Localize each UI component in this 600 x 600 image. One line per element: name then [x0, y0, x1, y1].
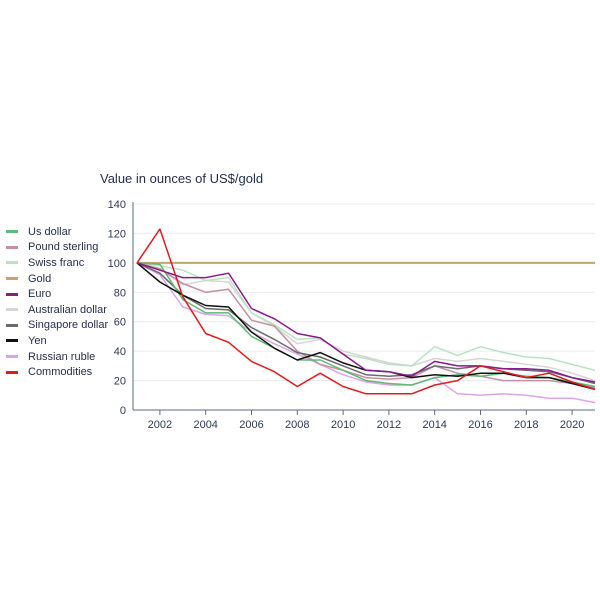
- chart-title: Value in ounces of US$/gold: [100, 171, 264, 186]
- legend-item: Australian dollar: [6, 302, 108, 318]
- legend-label: Yen: [28, 334, 47, 347]
- legend-swatch: [6, 339, 18, 343]
- legend-label: Commodities: [28, 366, 93, 379]
- y-tick-label: 40: [114, 346, 126, 358]
- legend-swatch: [6, 277, 18, 281]
- series-line-swiss-franc: [136, 262, 596, 372]
- y-tick-label: 100: [108, 258, 126, 270]
- y-tick-label: 0: [120, 405, 126, 417]
- legend-label: Us dollar: [28, 225, 72, 238]
- legend-item: Swiss franc: [6, 255, 108, 271]
- y-tick-label: 140: [108, 199, 126, 211]
- legend-label: Russian ruble: [28, 350, 96, 363]
- x-tick-label: 2010: [331, 419, 355, 431]
- legend-item: Russian ruble: [6, 349, 108, 365]
- legend-item: Euro: [6, 286, 108, 302]
- legend-swatch: [6, 323, 18, 327]
- series-line-singapore-dollar: [136, 262, 596, 385]
- legend-label: Pound sterling: [28, 241, 99, 254]
- legend-swatch: [6, 370, 18, 374]
- series-line-euro: [136, 262, 596, 383]
- y-tick-label: 80: [114, 287, 126, 299]
- x-tick-label: 2020: [560, 419, 584, 431]
- series-line-us-dollar: [136, 262, 596, 388]
- legend-label: Gold: [28, 272, 52, 285]
- x-axis: 2002 2004 2006 2008 2010 2012 2014 2016 2018 2020: [133, 409, 595, 431]
- legend-swatch: [6, 261, 18, 265]
- series-line-commodities: [136, 228, 596, 395]
- legend: Us dollar Pound sterling Swiss franc Gold Eu…: [6, 224, 108, 380]
- y-tick-label: 120: [108, 228, 126, 240]
- gridlines: [133, 203, 595, 382]
- legend-swatch: [6, 230, 18, 234]
- legend-label: Australian dollar: [28, 303, 107, 316]
- legend-item: Gold: [6, 271, 108, 287]
- legend-label: Swiss franc: [28, 256, 85, 269]
- legend-item: Yen: [6, 333, 108, 349]
- series-line-australian-dollar: [136, 262, 596, 382]
- legend-item: Commodities: [6, 364, 108, 380]
- legend-swatch: [6, 308, 18, 312]
- x-tick-label: 2006: [239, 419, 263, 431]
- y-tick-label: 20: [114, 376, 126, 388]
- y-axis: 0 20 40 60 80 100 120 140: [108, 199, 134, 417]
- series-lines: [136, 228, 596, 404]
- series-line-pound-sterling: [136, 262, 596, 389]
- legend-label: Singapore dollar: [28, 319, 109, 332]
- legend-item: Us dollar: [6, 224, 108, 240]
- x-tick-label: 2004: [193, 419, 217, 431]
- legend-swatch: [6, 245, 18, 249]
- x-tick-label: 2008: [285, 419, 309, 431]
- legend-swatch: [6, 292, 18, 296]
- y-tick-label: 60: [114, 317, 126, 329]
- legend-swatch: [6, 355, 18, 359]
- legend-label: Euro: [28, 288, 52, 301]
- legend-item: Pound sterling: [6, 240, 108, 256]
- x-tick-label: 2002: [148, 419, 172, 431]
- x-tick-label: 2016: [468, 419, 492, 431]
- x-tick-label: 2012: [377, 419, 401, 431]
- x-tick-label: 2018: [514, 419, 538, 431]
- x-tick-label: 2014: [422, 419, 446, 431]
- series-line-russian-ruble: [136, 262, 596, 404]
- legend-item: Singapore dollar: [6, 318, 108, 334]
